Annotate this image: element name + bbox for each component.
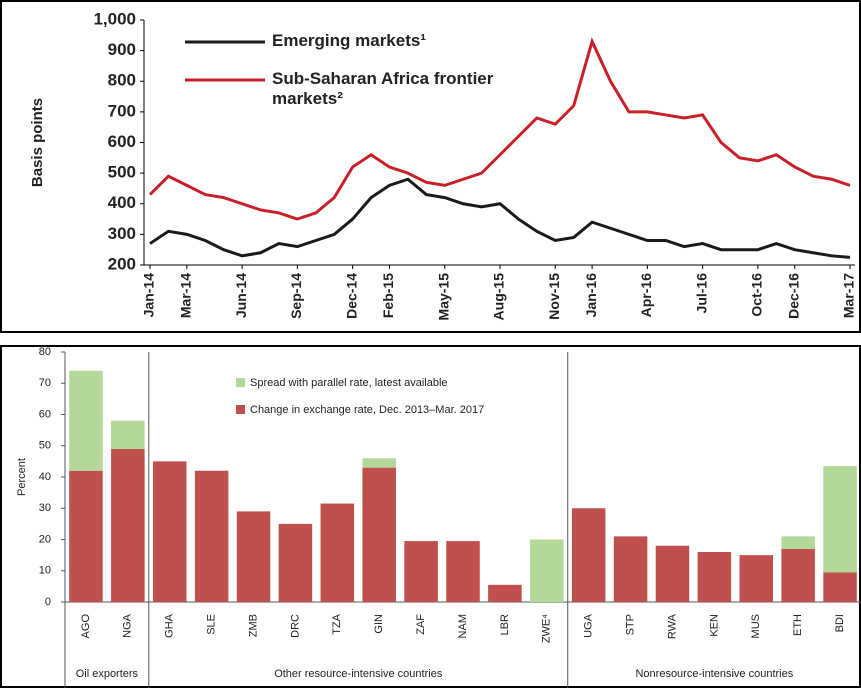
x-tick-label: Aug-15	[491, 273, 507, 321]
x-tick-label: Feb-15	[380, 273, 396, 318]
x-tick-label: ZWE⁴	[541, 614, 553, 643]
bar-segment	[69, 370, 103, 471]
x-tick-label: Mar-14	[178, 273, 194, 318]
bar-segment	[781, 548, 815, 602]
y-tick-label: 30	[39, 502, 51, 514]
x-tick-label: Jan-14	[141, 273, 157, 318]
x-tick-label: Sep-14	[288, 273, 304, 319]
x-tick-label: NGA	[122, 613, 134, 638]
x-tick-label: SLE	[206, 614, 218, 635]
x-tick-label: May-15	[435, 273, 451, 321]
bar-segment	[488, 584, 522, 602]
x-tick-label: Apr-16	[638, 273, 654, 318]
legend-label: Emerging markets¹	[272, 31, 426, 50]
x-tick-label: TZA	[331, 613, 343, 634]
bar-segment	[655, 545, 690, 602]
x-tick-label: Nov-15	[546, 273, 562, 320]
legend-label: Sub-Saharan Africa frontier markets²	[272, 69, 494, 108]
legend-swatch	[236, 378, 245, 387]
bar-segment	[530, 539, 564, 602]
y-tick-label: 70	[39, 377, 51, 389]
x-tick-label: ZAF	[415, 614, 427, 635]
legend-swatch	[236, 405, 245, 414]
bar-segment	[152, 461, 187, 602]
legend-label: Change in exchange rate, Dec. 2013–Mar. …	[250, 404, 484, 416]
series-line	[149, 177, 851, 259]
bar-segment	[446, 541, 480, 602]
x-tick-label: Dec-16	[785, 273, 801, 319]
y-tick-label: 50	[39, 440, 51, 452]
group-label: Nonresource-intensive countries	[635, 668, 793, 680]
bar-segment	[236, 511, 271, 602]
y-tick-label: 40	[39, 471, 51, 483]
bar-segment	[194, 470, 229, 602]
x-tick-label: STP	[624, 614, 636, 635]
frame-bottom	[0, 345, 861, 688]
bar-segment	[404, 541, 438, 602]
group-label: Oil exporters	[76, 668, 139, 680]
y-tick-label: 300	[108, 224, 136, 243]
x-tick-label: GHA	[164, 613, 176, 638]
x-tick-label: BDI	[834, 614, 846, 632]
bar-segment	[613, 536, 648, 602]
bar-segment	[781, 536, 815, 549]
y-tick-label: 10	[39, 565, 51, 577]
bar-segment	[69, 470, 103, 602]
bar-segment	[278, 523, 313, 602]
x-tick-label: Jun-14	[233, 273, 249, 318]
bar-segment	[697, 552, 732, 602]
legend-entry: Emerging markets¹	[272, 31, 426, 50]
y-tick-label: 600	[108, 132, 136, 151]
x-tick-label: ZMB	[247, 614, 259, 637]
x-tick-label: LBR	[499, 614, 511, 635]
x-tick-label: Oct-16	[749, 273, 765, 317]
series-line	[148, 37, 851, 221]
bar-segment	[823, 572, 857, 602]
y-tick-label: 80	[39, 346, 51, 358]
y-tick-label: 20	[39, 533, 51, 545]
frame-top	[0, 0, 861, 333]
x-tick-label: Jul-16	[693, 273, 709, 314]
x-tick-label: NAM	[457, 614, 469, 638]
y-tick-label: 900	[108, 40, 136, 59]
group-label: Other resource-intensive countries	[274, 668, 443, 680]
y-tick-label: 400	[108, 193, 136, 212]
y-axis-label: Percent	[16, 458, 28, 496]
x-tick-label: DRC	[289, 614, 301, 638]
bar-segment	[571, 508, 606, 602]
x-tick-label: KEN	[708, 614, 720, 637]
y-tick-label: 200	[108, 254, 136, 273]
bar-segment	[111, 448, 145, 602]
y-tick-label: 700	[108, 101, 136, 120]
y-tick-label: 800	[108, 71, 136, 90]
bar-segment	[111, 420, 145, 449]
bar-segment	[362, 467, 396, 602]
x-tick-label: MUS	[750, 614, 762, 638]
y-tick-label: 0	[45, 596, 51, 608]
x-tick-label: Mar-17	[841, 273, 857, 318]
x-tick-label: AGO	[80, 614, 92, 639]
bar-segment	[823, 466, 857, 573]
x-tick-label: UGA	[583, 613, 595, 638]
y-tick-label: 60	[39, 408, 51, 420]
x-tick-label: RWA	[666, 613, 678, 639]
x-tick-label: Dec-14	[343, 273, 359, 319]
y-axis-label: Basis points	[29, 98, 46, 187]
x-tick-label: GIN	[373, 614, 385, 634]
x-tick-label: Jan-16	[583, 273, 599, 318]
bar-segment	[739, 555, 774, 602]
y-tick-label: 1,000	[93, 9, 136, 28]
y-tick-label: 500	[108, 163, 136, 182]
bar-segment	[320, 503, 355, 602]
legend-entry: Sub-Saharan Africa frontier markets²	[272, 69, 494, 108]
bar-segment	[362, 458, 396, 468]
legend-label: Spread with parallel rate, latest availa…	[250, 377, 448, 389]
x-tick-label: ETH	[792, 614, 804, 636]
